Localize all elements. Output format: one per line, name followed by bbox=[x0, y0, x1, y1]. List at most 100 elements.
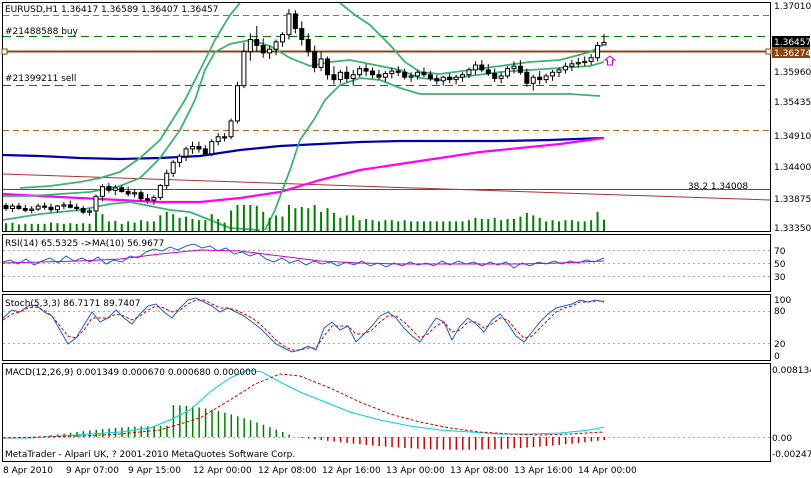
candle bbox=[312, 45, 318, 73]
candle-body bbox=[466, 69, 472, 76]
moving-averages bbox=[2, 2, 605, 231]
candle-body bbox=[588, 57, 594, 62]
volume-bar bbox=[185, 216, 188, 231]
candle bbox=[196, 141, 202, 153]
candle-body bbox=[421, 71, 427, 76]
candle bbox=[16, 203, 22, 210]
volume-bar bbox=[159, 215, 162, 231]
macd-tick: 0.00 bbox=[772, 434, 792, 444]
candle-body bbox=[234, 85, 240, 122]
candle bbox=[325, 56, 331, 80]
candle bbox=[209, 139, 215, 157]
volume-bar bbox=[397, 221, 400, 231]
stoch-panel: Stoch(5,3,3) 86.7171 89.7407 100 80 20 0 bbox=[2, 296, 791, 362]
candle-body bbox=[267, 48, 273, 54]
candle bbox=[305, 33, 311, 57]
volume-bar bbox=[487, 219, 490, 231]
candle bbox=[241, 42, 247, 89]
price-tick: 1.37010 bbox=[774, 2, 811, 12]
volume-bar bbox=[5, 223, 7, 231]
volume-bar bbox=[377, 221, 380, 231]
candle-body bbox=[177, 155, 183, 163]
candle bbox=[87, 208, 93, 216]
candle bbox=[54, 204, 60, 213]
footer-copyright: MetaTrader - Alpari UK, ? 2001-2010 Meta… bbox=[5, 450, 295, 460]
time-tick: 9 Apr 15:00 bbox=[128, 466, 181, 476]
volume-bar bbox=[461, 221, 464, 231]
rsi-tick: 70 bbox=[774, 247, 786, 257]
candle bbox=[35, 203, 41, 211]
candle bbox=[183, 146, 189, 162]
candle bbox=[138, 190, 144, 202]
candle bbox=[247, 33, 253, 61]
candle-body bbox=[312, 51, 318, 68]
order-anchor-left[interactable] bbox=[1, 48, 8, 55]
macd-bar bbox=[327, 437, 329, 441]
volume-bar bbox=[50, 222, 53, 231]
candle bbox=[562, 62, 568, 74]
candle bbox=[382, 71, 388, 83]
current-price-tag: 1.36457 bbox=[774, 38, 811, 48]
candle bbox=[80, 206, 86, 214]
candle-body bbox=[209, 141, 215, 155]
candle-body bbox=[472, 64, 478, 71]
volume-bar bbox=[564, 220, 567, 231]
candle-body bbox=[562, 65, 568, 71]
volume-bar bbox=[24, 223, 27, 231]
candle-body bbox=[537, 76, 543, 81]
macd-bar bbox=[539, 437, 541, 447]
macd-bar bbox=[442, 437, 445, 450]
candle bbox=[588, 54, 594, 66]
rsi-label: RSI(14) 65.5325 ->MA(10) 56.9677 bbox=[5, 239, 164, 249]
volume-bar bbox=[230, 210, 233, 231]
candle-body bbox=[344, 71, 350, 79]
candle bbox=[3, 203, 9, 211]
macd-bar bbox=[365, 437, 368, 445]
candle-body bbox=[228, 120, 234, 138]
candle-body bbox=[157, 184, 163, 199]
macd-bar bbox=[346, 437, 348, 443]
candle bbox=[234, 82, 240, 124]
candle-body bbox=[485, 69, 491, 75]
volume-bar bbox=[217, 219, 220, 231]
order-anchor-right[interactable] bbox=[765, 48, 772, 55]
macd-bar bbox=[378, 437, 380, 447]
volume-bar bbox=[442, 221, 445, 231]
candle bbox=[202, 145, 208, 157]
volume-bar bbox=[11, 222, 14, 231]
volume-bar bbox=[365, 219, 368, 231]
volume-bar bbox=[197, 220, 200, 231]
stoch-panel-border bbox=[2, 294, 771, 361]
bb-upper-line-b bbox=[339, 2, 605, 75]
price-tick: 1.33875 bbox=[774, 195, 811, 205]
candle bbox=[505, 66, 511, 79]
candle-body bbox=[453, 76, 459, 81]
macd-bar bbox=[281, 431, 284, 437]
volume-bar bbox=[577, 221, 580, 231]
volume-bar bbox=[69, 223, 72, 231]
candle bbox=[595, 41, 601, 62]
candle bbox=[344, 66, 350, 83]
candle bbox=[273, 39, 279, 56]
volume-bar bbox=[249, 205, 252, 231]
candle-body bbox=[112, 187, 118, 191]
candle-body bbox=[543, 75, 549, 81]
candle bbox=[479, 60, 485, 73]
volume-bar bbox=[371, 220, 374, 231]
candle bbox=[537, 71, 543, 85]
candle bbox=[286, 9, 292, 40]
candle bbox=[260, 38, 266, 58]
macd-bar bbox=[526, 437, 528, 448]
candle-body bbox=[492, 73, 498, 79]
candle bbox=[170, 159, 176, 177]
macd-bar bbox=[455, 437, 458, 450]
volume-bar bbox=[570, 220, 573, 231]
volume-bar bbox=[525, 213, 528, 231]
volume-bar bbox=[352, 215, 355, 231]
macd-bar bbox=[397, 437, 400, 448]
macd-bar bbox=[500, 437, 503, 449]
candle bbox=[119, 185, 125, 193]
volume-bar bbox=[152, 221, 155, 231]
order-price-tag: 1.36274 bbox=[774, 49, 811, 59]
candle bbox=[151, 195, 157, 205]
